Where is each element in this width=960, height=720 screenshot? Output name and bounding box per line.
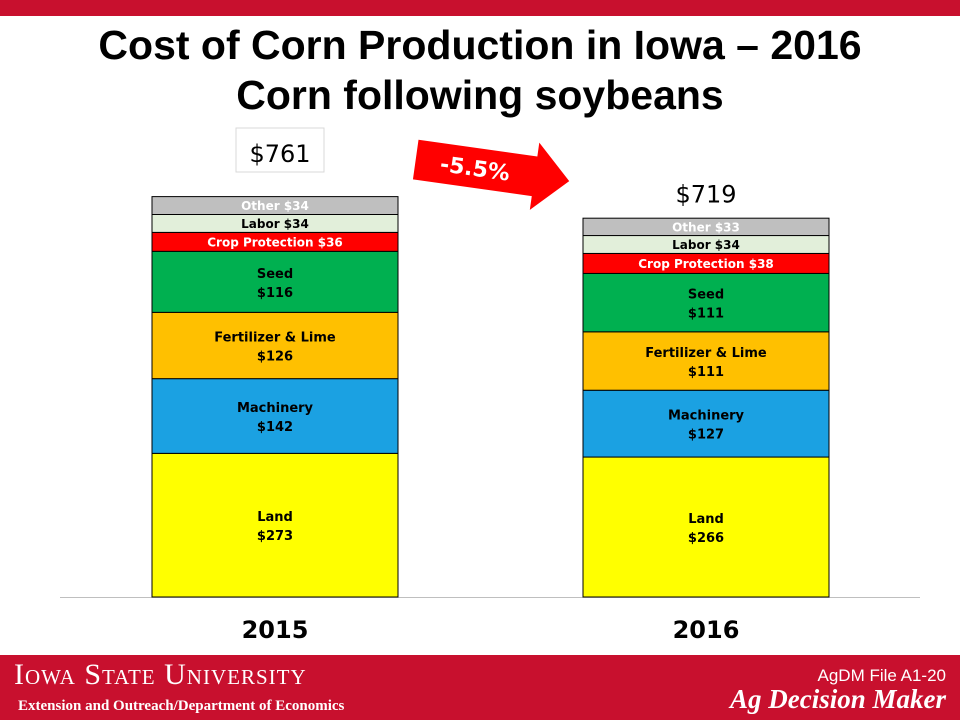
segment-value-2016: $266 (688, 531, 724, 546)
university-logo-text: Iowa State University (14, 658, 307, 691)
segment-label-2015: Fertilizer & Lime (214, 331, 336, 346)
segment-label-2015: Crop Protection $36 (207, 235, 343, 249)
total-label-2016: $719 (675, 181, 736, 209)
segment-value-2016: $127 (688, 428, 724, 443)
segment-label-2015: Seed (257, 267, 293, 282)
segment-value-2015: $116 (257, 286, 293, 301)
segment-label-2016: Fertilizer & Lime (645, 346, 767, 361)
x-tick-label-2015: 2015 (242, 616, 309, 644)
ag-decision-maker-brand: Ag Decision Maker (730, 684, 946, 714)
bar-segment-machinery-2016 (582, 389, 830, 458)
segment-value-2016: $111 (688, 365, 724, 380)
segment-label-2015: Other $34 (241, 199, 309, 213)
segment-label-2016: Labor $34 (672, 238, 740, 252)
bar-segment-other-2016 (582, 217, 830, 237)
bar-segment-land-2016 (582, 456, 830, 598)
title-line-1: Cost of Corn Production in Iowa – 2016 (98, 22, 862, 68)
bar-segment-fertilizer-lime-2016 (582, 331, 830, 391)
stacked-bar-chart: Land $273 Machinery $142 Fertilizer & Lime $1… (60, 127, 920, 644)
segment-label-2016: Seed (688, 288, 724, 303)
segment-value-2016: $111 (688, 307, 724, 322)
department-text: Extension and Outreach/Department of Eco… (18, 698, 345, 714)
segment-value-2015: $126 (257, 350, 293, 365)
title-line-2: Corn following soybeans (236, 72, 724, 118)
segment-label-2016: Machinery (668, 409, 745, 424)
top-accent-bar (0, 0, 960, 16)
footer-bar (0, 655, 960, 720)
bar-segment-machinery-2015 (151, 378, 399, 454)
total-label-box-2015 (235, 127, 325, 173)
segment-label-2016: Land (688, 512, 724, 527)
file-number: AgDM File A1-20 (817, 666, 947, 685)
change-arrow (412, 139, 570, 210)
bar-segment-seed-2015 (151, 250, 399, 313)
segment-label-2016: Other $33 (672, 220, 740, 234)
bar-segment-other-2015 (151, 196, 399, 215)
segment-label-2015: Labor $34 (241, 217, 309, 231)
slide-title: Cost of Corn Production in Iowa – 2016 C… (0, 20, 960, 120)
segment-value-2015: $273 (257, 529, 293, 544)
segment-label-2015: Machinery (237, 401, 314, 416)
segment-label-2016: Crop Protection $38 (638, 257, 774, 271)
segment-label-2015: Land (257, 510, 293, 525)
change-arrow-group: -5.5% (412, 139, 570, 210)
x-tick-label-2016: 2016 (673, 616, 740, 644)
bar-segment-fertilizer-lime-2015 (151, 311, 399, 380)
segment-value-2015: $142 (257, 420, 293, 435)
total-label-2015: $761 (249, 140, 310, 168)
